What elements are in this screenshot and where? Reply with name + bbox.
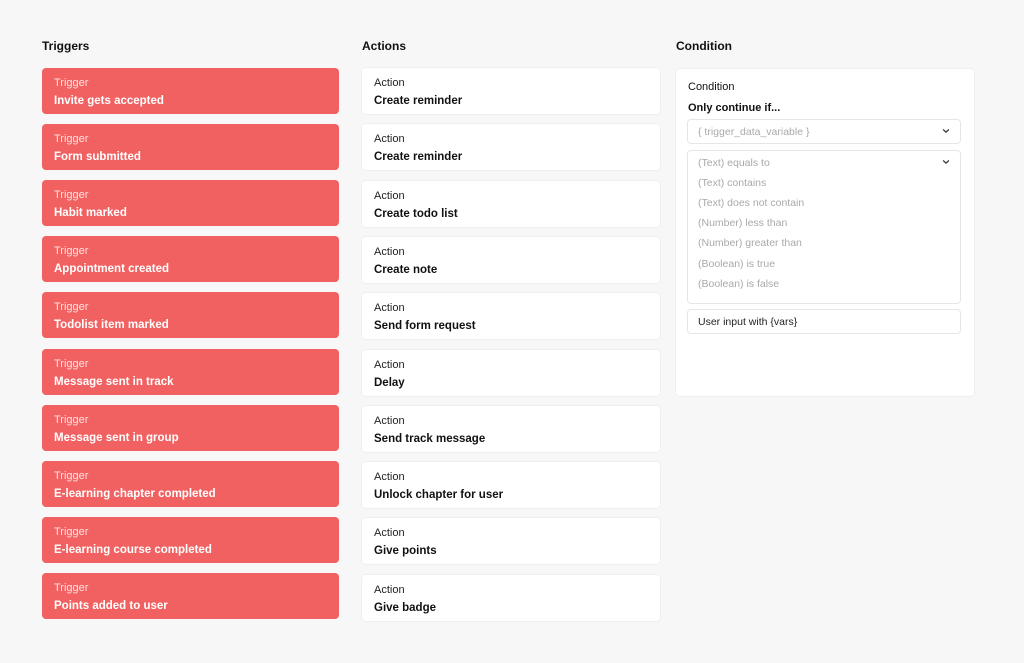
trigger-kind-label: Trigger — [54, 189, 89, 202]
action-card[interactable]: Action Create reminder — [362, 68, 660, 114]
action-card[interactable]: Action Send track message — [362, 405, 660, 452]
trigger-card[interactable]: Trigger Message sent in track — [42, 348, 339, 395]
operator-option[interactable]: (Number) greater than — [698, 237, 802, 250]
action-card[interactable]: Action Give badge — [362, 574, 660, 621]
trigger-card[interactable]: Trigger Form submitted — [42, 124, 339, 171]
trigger-kind-label: Trigger — [54, 581, 89, 594]
trigger-label: Appointment created — [54, 263, 170, 276]
action-card[interactable]: Action Create note — [362, 236, 660, 283]
trigger-label: Points added to user — [54, 599, 168, 612]
trigger-card[interactable]: Trigger Message sent in group — [42, 404, 339, 451]
trigger-card[interactable]: Trigger Habit marked — [42, 180, 339, 227]
chevron-down-icon — [942, 129, 950, 133]
action-card[interactable]: Action Give points — [362, 518, 660, 565]
operator-option[interactable]: (Number) less than — [698, 217, 788, 230]
trigger-label: Message sent in track — [54, 375, 174, 388]
user-input-field[interactable]: User input with {vars} — [687, 309, 961, 334]
operator-option[interactable]: (Boolean) is true — [698, 257, 776, 270]
trigger-label: Habit marked — [54, 207, 127, 220]
action-card[interactable]: Action Delay — [362, 349, 660, 396]
condition-panel: Condition Only continue if... { trigger_… — [676, 69, 974, 396]
variable-select-value: { trigger_data_variable } — [698, 126, 810, 138]
trigger-card[interactable]: Trigger E-learning chapter completed — [42, 460, 339, 507]
trigger-label: Todolist item marked — [54, 319, 169, 332]
trigger-label: Message sent in group — [54, 431, 179, 444]
condition-subheading: Only continue if... — [688, 102, 781, 114]
action-card[interactable]: Action Create reminder — [362, 124, 660, 171]
trigger-kind-label: Trigger — [54, 133, 89, 146]
trigger-kind-label: Trigger — [54, 301, 89, 314]
action-kind-label: Action — [374, 302, 405, 315]
trigger-kind-label: Trigger — [54, 469, 89, 482]
operator-option[interactable]: (Text) contains — [698, 177, 767, 190]
action-kind-label: Action — [374, 245, 405, 258]
action-kind-label: Action — [374, 583, 405, 596]
action-label: Create reminder — [374, 95, 463, 107]
trigger-kind-label: Trigger — [54, 357, 89, 370]
trigger-kind-label: Trigger — [54, 77, 89, 89]
action-card[interactable]: Action Unlock chapter for user — [362, 462, 660, 509]
operator-option[interactable]: (Boolean) is false — [698, 277, 780, 290]
action-label: Send track message — [374, 432, 486, 445]
trigger-kind-label: Trigger — [54, 245, 89, 258]
action-kind-label: Action — [374, 189, 405, 202]
trigger-kind-label: Trigger — [54, 413, 89, 426]
operator-select[interactable]: (Text) equals to (Text) contains (Text) do… — [687, 150, 961, 304]
condition-title: Condition — [676, 39, 732, 53]
action-kind-label: Action — [374, 77, 405, 89]
trigger-card[interactable]: Trigger Invite gets accepted — [42, 68, 339, 114]
user-input-value: User input with {vars} — [698, 316, 798, 328]
trigger-card[interactable]: Trigger E-learning course completed — [42, 516, 339, 563]
action-label: Give points — [374, 545, 437, 558]
action-card[interactable]: Action Send form request — [362, 293, 660, 340]
action-kind-label: Action — [374, 527, 405, 540]
triggers-title: Triggers — [42, 39, 90, 53]
action-kind-label: Action — [374, 414, 405, 427]
trigger-card[interactable]: Trigger Appointment created — [42, 236, 339, 283]
trigger-label: E-learning chapter completed — [54, 487, 216, 500]
action-label: Send form request — [374, 320, 476, 333]
action-label: Give badge — [374, 601, 436, 614]
trigger-card[interactable]: Trigger Points added to user — [42, 572, 339, 619]
trigger-label: Invite gets accepted — [54, 95, 164, 107]
trigger-label: Form submitted — [54, 151, 141, 164]
action-label: Unlock chapter for user — [374, 489, 504, 502]
action-label: Create note — [374, 263, 438, 276]
chevron-down-icon — [942, 160, 950, 164]
trigger-card[interactable]: Trigger Todolist item marked — [42, 292, 339, 339]
trigger-label: E-learning course completed — [54, 543, 212, 556]
action-kind-label: Action — [374, 358, 405, 371]
action-label: Create reminder — [374, 151, 463, 164]
operator-option[interactable]: (Text) does not contain — [698, 197, 805, 210]
action-label: Create todo list — [374, 207, 458, 220]
operator-option[interactable]: (Text) equals to — [698, 157, 770, 169]
actions-title: Actions — [362, 39, 407, 53]
variable-select[interactable]: { trigger_data_variable } — [687, 119, 961, 144]
trigger-kind-label: Trigger — [54, 525, 89, 538]
action-kind-label: Action — [374, 133, 405, 146]
condition-panel-heading: Condition — [688, 81, 735, 93]
action-card[interactable]: Action Create todo list — [362, 180, 660, 227]
action-kind-label: Action — [374, 471, 405, 484]
action-label: Delay — [374, 376, 405, 389]
